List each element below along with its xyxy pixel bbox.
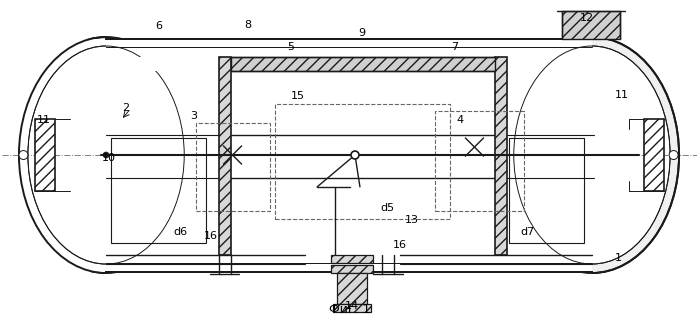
Text: 10: 10 — [102, 153, 116, 163]
Bar — [333, 304, 371, 312]
Ellipse shape — [514, 46, 670, 264]
Circle shape — [103, 152, 109, 158]
FancyBboxPatch shape — [106, 39, 592, 271]
Text: 15: 15 — [291, 91, 305, 101]
Text: 6: 6 — [155, 21, 162, 31]
Bar — [106, 57, 219, 71]
Bar — [510, 138, 584, 243]
Ellipse shape — [505, 37, 679, 273]
Text: 11: 11 — [615, 90, 629, 100]
Text: 12: 12 — [580, 13, 594, 23]
Text: 14: 14 — [345, 301, 359, 311]
Bar — [219, 57, 231, 255]
Circle shape — [19, 151, 28, 160]
Text: 5: 5 — [287, 42, 294, 53]
Text: 3: 3 — [190, 111, 197, 121]
Bar — [331, 264, 373, 272]
Ellipse shape — [28, 46, 185, 264]
Text: 7: 7 — [451, 42, 458, 53]
Bar — [337, 272, 367, 304]
Bar — [435, 111, 524, 211]
Bar — [331, 255, 373, 263]
Bar — [36, 119, 55, 191]
Text: 9: 9 — [359, 27, 366, 38]
Text: d6: d6 — [173, 227, 188, 237]
Bar — [106, 39, 592, 271]
Text: 16: 16 — [393, 240, 407, 250]
Bar — [1, 39, 592, 271]
Circle shape — [351, 151, 359, 159]
Bar — [562, 11, 620, 39]
Text: 11: 11 — [36, 115, 50, 125]
Bar — [496, 57, 507, 255]
Text: 1: 1 — [615, 253, 622, 263]
Text: d7: d7 — [520, 227, 534, 237]
Ellipse shape — [19, 37, 193, 273]
Text: 8: 8 — [244, 19, 251, 30]
Text: d5: d5 — [381, 203, 395, 213]
Text: 13: 13 — [405, 215, 419, 225]
Bar — [196, 123, 271, 211]
Text: 2: 2 — [122, 103, 129, 113]
Text: 16: 16 — [203, 231, 217, 241]
Bar — [111, 138, 206, 243]
Bar — [275, 104, 449, 219]
Circle shape — [669, 151, 678, 160]
Text: 4: 4 — [456, 115, 463, 125]
Bar — [644, 119, 663, 191]
Bar — [231, 57, 496, 71]
Text: Фиг. 1: Фиг. 1 — [329, 303, 370, 316]
